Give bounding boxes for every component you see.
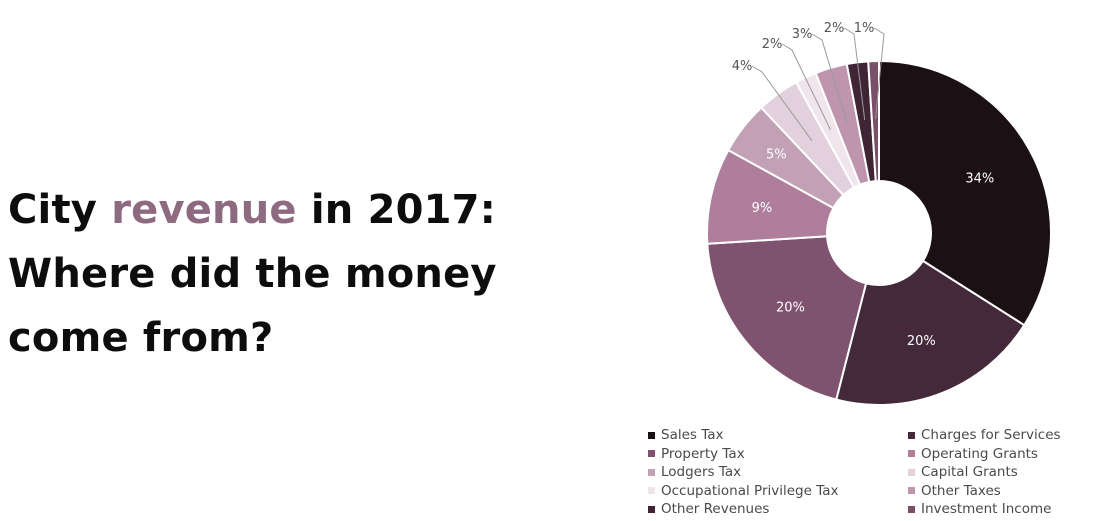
legend-item-operating-grants: Operating Grants	[908, 445, 1088, 464]
title-accent-word: revenue	[111, 187, 297, 233]
legend-swatch	[908, 505, 915, 513]
data-label-other-revenues: 2%	[824, 21, 845, 36]
data-label-charges-for-services: 20%	[907, 334, 936, 349]
legend-label: Lodgers Tax	[661, 464, 742, 481]
legend-item-investment-income: Investment Income	[908, 500, 1088, 519]
legend-label: Capital Grants	[921, 464, 1018, 481]
legend-item-capital-grants: Capital Grants	[908, 463, 1088, 482]
legend-label: Property Tax	[661, 445, 745, 462]
legend-item-property-tax: Property Tax	[648, 445, 908, 464]
data-label-lodgers-tax: 5%	[766, 147, 787, 162]
chart-legend: Sales Tax Charges for Services Property Ta…	[648, 426, 1088, 519]
data-label-capital-grants: 4%	[732, 59, 753, 74]
revenue-donut-chart: 34% 20% 20% 9% 5% 4% 2% 3% 2% 1%	[706, 21, 1052, 406]
title-line-2: Where did the money	[8, 251, 497, 297]
legend-label: Other Taxes	[921, 482, 1001, 499]
title-prefix: City	[8, 187, 112, 233]
legend-swatch	[648, 431, 655, 439]
legend-item-other-taxes: Other Taxes	[908, 482, 1088, 501]
legend-swatch	[648, 505, 655, 513]
legend-swatch	[648, 487, 655, 495]
legend-label: Operating Grants	[921, 445, 1038, 462]
title-suffix: in 2017:	[296, 187, 496, 233]
legend-label: Charges for Services	[921, 427, 1061, 444]
donut-slice-property-tax	[706, 235, 868, 401]
donut-slice-sales-tax	[878, 59, 1052, 327]
legend-label: Occupational Privilege Tax	[661, 482, 839, 499]
legend-label: Other Revenues	[661, 501, 770, 518]
leader-line-other-taxes	[811, 33, 848, 124]
legend-label: Sales Tax	[661, 427, 724, 444]
data-label-occupational-privilege-tax: 2%	[762, 37, 783, 52]
legend-item-occupational-privilege-tax: Occupational Privilege Tax	[648, 482, 908, 501]
data-label-operating-grants: 9%	[752, 201, 773, 216]
legend-label: Investment Income	[921, 501, 1052, 518]
data-label-investment-income: 1%	[854, 21, 875, 36]
legend-item-sales-tax: Sales Tax	[648, 426, 908, 445]
legend-swatch	[908, 450, 915, 458]
donut-slice-investment-income	[867, 59, 880, 183]
leader-line-investment-income	[873, 27, 885, 120]
legend-swatch	[908, 487, 915, 495]
title-line-3: come from?	[8, 315, 274, 361]
legend-swatch	[908, 431, 915, 439]
data-label-sales-tax: 34%	[965, 172, 994, 187]
legend-swatch	[648, 468, 655, 476]
data-label-property-tax: 20%	[776, 300, 805, 315]
slide-title: City revenue in 2017: Where did the mone…	[8, 178, 497, 370]
legend-item-lodgers-tax: Lodgers Tax	[648, 463, 908, 482]
leader-line-occupational-privilege-tax	[781, 43, 831, 131]
legend-item-other-revenues: Other Revenues	[648, 500, 908, 519]
donut-slice-charges-for-services	[835, 259, 1026, 406]
leader-line-capital-grants	[751, 65, 813, 142]
leader-line-other-revenues	[843, 27, 866, 120]
data-label-other-taxes: 3%	[792, 27, 813, 42]
legend-swatch	[908, 468, 915, 476]
legend-item-charges-for-services: Charges for Services	[908, 426, 1088, 445]
legend-swatch	[648, 450, 655, 458]
